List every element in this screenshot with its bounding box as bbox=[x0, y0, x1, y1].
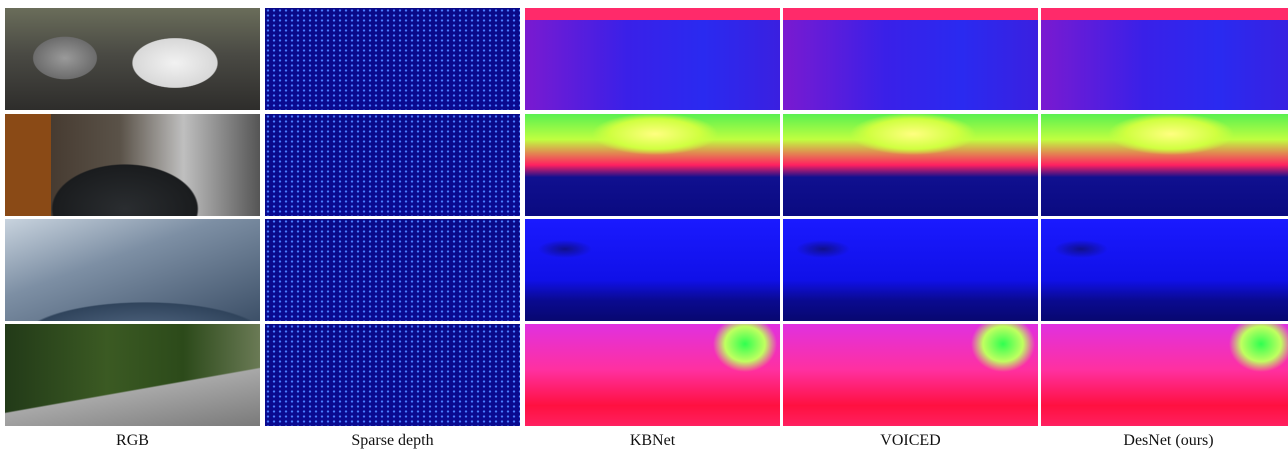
column-label: Sparse depth bbox=[265, 432, 520, 450]
depth-map-image bbox=[1041, 8, 1288, 110]
rgb-image bbox=[5, 114, 260, 216]
column-label: DesNet (ours) bbox=[1041, 432, 1288, 450]
column-label: VOICED bbox=[783, 432, 1038, 450]
depth-map-image bbox=[1041, 219, 1288, 321]
sparse-depth-image bbox=[265, 8, 520, 110]
depth-map-image bbox=[783, 219, 1038, 321]
depth-map-image bbox=[783, 324, 1038, 426]
depth-map-image bbox=[525, 8, 780, 110]
figure: RGB Sparse depth KBNetVOICEDDesNet (ours) bbox=[0, 0, 1288, 456]
sparse-depth-image bbox=[265, 114, 520, 216]
depth-map-image bbox=[783, 114, 1038, 216]
depth-map-image bbox=[783, 8, 1038, 110]
depth-map-image bbox=[1041, 114, 1288, 216]
depth-map-image bbox=[1041, 324, 1288, 426]
sparse-depth-image bbox=[265, 324, 520, 426]
depth-map-image bbox=[525, 219, 780, 321]
rgb-image bbox=[5, 324, 260, 426]
depth-map-image bbox=[525, 324, 780, 426]
rgb-image bbox=[5, 219, 260, 321]
sparse-depth-image bbox=[265, 219, 520, 321]
rgb-image bbox=[5, 8, 260, 110]
column-label: KBNet bbox=[525, 432, 780, 450]
column-label: RGB bbox=[5, 432, 260, 450]
depth-map-image bbox=[525, 114, 780, 216]
